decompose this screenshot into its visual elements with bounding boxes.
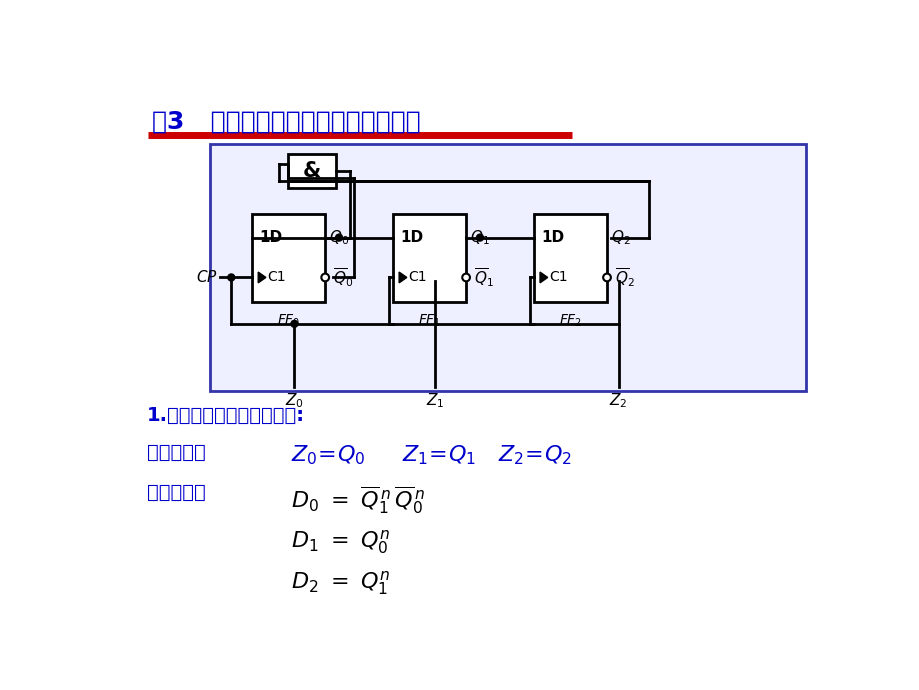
Polygon shape bbox=[258, 272, 266, 283]
Text: $D_0\ =\ \overline{Q}_1^{\,n}\,\overline{Q}_0^{\,n}$: $D_0\ =\ \overline{Q}_1^{\,n}\,\overline… bbox=[290, 485, 425, 516]
Circle shape bbox=[321, 274, 329, 282]
Circle shape bbox=[461, 274, 470, 282]
Bar bbox=[288, 154, 335, 188]
Circle shape bbox=[290, 320, 298, 327]
Text: $Z_0$: $Z_0$ bbox=[285, 391, 303, 411]
Text: $FF_0$: $FF_0$ bbox=[277, 313, 300, 329]
Polygon shape bbox=[539, 272, 547, 283]
Text: 1D: 1D bbox=[401, 230, 424, 245]
Circle shape bbox=[476, 234, 482, 241]
Polygon shape bbox=[399, 272, 406, 283]
Text: &: & bbox=[302, 161, 321, 181]
Text: $Z_0\!=\!Q_0$: $Z_0\!=\!Q_0$ bbox=[290, 443, 365, 466]
Text: 例3   分析下图所示的同步时序电路。: 例3 分析下图所示的同步时序电路。 bbox=[152, 110, 420, 134]
Circle shape bbox=[228, 274, 234, 281]
Text: 1D: 1D bbox=[541, 230, 564, 245]
Text: $Q_2$: $Q_2$ bbox=[610, 228, 630, 247]
Text: C1: C1 bbox=[267, 270, 286, 284]
Text: $\overline{Q}_2$: $\overline{Q}_2$ bbox=[614, 266, 634, 288]
Text: $Z_2\!=\!Q_2$: $Z_2\!=\!Q_2$ bbox=[498, 443, 572, 466]
Text: $D_2\ =\ Q_1^n$: $D_2\ =\ Q_1^n$ bbox=[290, 569, 390, 598]
Bar bbox=[533, 214, 607, 302]
Text: $Z_1$: $Z_1$ bbox=[425, 391, 444, 411]
Text: $CP$: $CP$ bbox=[196, 270, 217, 286]
Bar bbox=[392, 214, 466, 302]
Bar bbox=[210, 144, 806, 391]
Text: $Q_1$: $Q_1$ bbox=[470, 228, 489, 247]
Text: $D_1\ =\ Q_0^n$: $D_1\ =\ Q_0^n$ bbox=[290, 528, 390, 556]
Text: C1: C1 bbox=[408, 270, 426, 284]
Text: 激励方程组: 激励方程组 bbox=[146, 483, 205, 502]
Text: $FF_2$: $FF_2$ bbox=[558, 313, 582, 329]
Text: 输出方程组: 输出方程组 bbox=[146, 443, 205, 462]
Text: $Z_2$: $Z_2$ bbox=[608, 391, 627, 411]
Text: 1.根据电路列出逻辑方程组:: 1.根据电路列出逻辑方程组: bbox=[146, 406, 304, 425]
Text: $Z_1\!=\!Q_1$: $Z_1\!=\!Q_1$ bbox=[402, 443, 476, 466]
Circle shape bbox=[603, 274, 610, 282]
Text: C1: C1 bbox=[549, 270, 567, 284]
Text: $FF_1$: $FF_1$ bbox=[417, 313, 441, 329]
Text: $\overline{Q}_1$: $\overline{Q}_1$ bbox=[473, 266, 494, 288]
Text: $Q_0$: $Q_0$ bbox=[329, 228, 349, 247]
Text: $\overline{Q}_0$: $\overline{Q}_0$ bbox=[333, 266, 353, 288]
Bar bbox=[252, 214, 324, 302]
Circle shape bbox=[335, 234, 342, 241]
Text: 1D: 1D bbox=[259, 230, 282, 245]
